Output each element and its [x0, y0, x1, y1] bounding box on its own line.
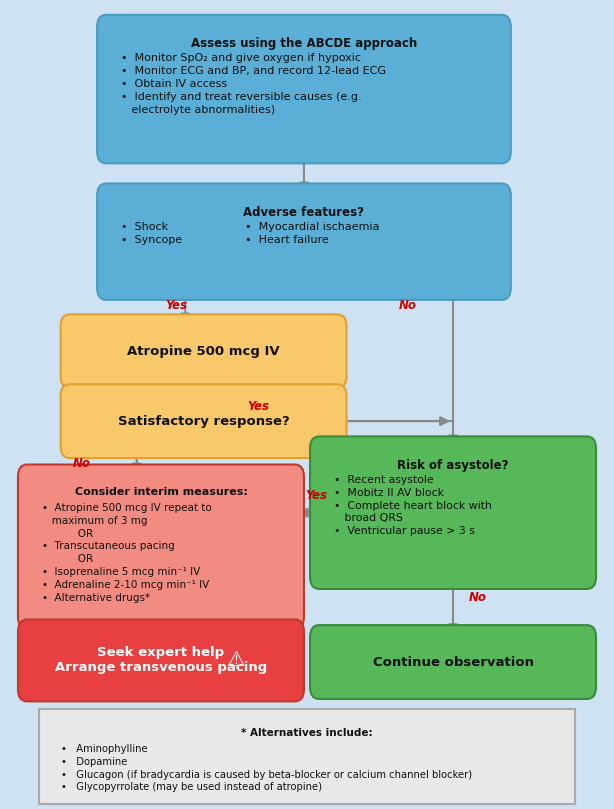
Text: Adverse features?: Adverse features? — [244, 206, 365, 219]
Text: Yes: Yes — [165, 299, 187, 312]
FancyBboxPatch shape — [61, 384, 346, 458]
FancyBboxPatch shape — [18, 464, 304, 629]
FancyBboxPatch shape — [97, 184, 511, 300]
Text: * Alternatives include:: * Alternatives include: — [241, 728, 373, 738]
FancyBboxPatch shape — [39, 709, 575, 804]
Text: Atropine 500 mcg IV: Atropine 500 mcg IV — [127, 345, 280, 358]
Text: •   Aminophylline
•   Dopamine
•   Glucagon (if bradycardia is caused by beta-bl: • Aminophylline • Dopamine • Glucagon (i… — [61, 744, 472, 792]
Text: •  Atropine 500 mcg IV repeat to
   maximum of 3 mg
           OR
•  Transcutane: • Atropine 500 mcg IV repeat to maximum … — [42, 503, 212, 603]
Text: No: No — [398, 299, 416, 312]
FancyBboxPatch shape — [310, 625, 596, 699]
FancyBboxPatch shape — [310, 436, 596, 589]
Text: Continue observation: Continue observation — [373, 655, 534, 668]
Text: •  Shock                      •  Myocardial ischaemia
•  Syncope                : • Shock • Myocardial ischaemia • Syncope — [122, 222, 380, 245]
Text: Satisfactory response?: Satisfactory response? — [118, 415, 289, 428]
Text: Consider interim measures:: Consider interim measures: — [74, 487, 247, 497]
Text: Assess using the ABCDE approach: Assess using the ABCDE approach — [191, 37, 417, 50]
FancyBboxPatch shape — [18, 620, 304, 701]
FancyBboxPatch shape — [61, 315, 346, 388]
Text: No: No — [73, 457, 91, 470]
Text: •  Recent asystole
•  Mobitz II AV block
•  Complete heart block with
   broad Q: • Recent asystole • Mobitz II AV block •… — [335, 475, 492, 536]
Text: Yes: Yes — [305, 489, 327, 502]
Text: Yes: Yes — [247, 400, 270, 413]
Text: Seek expert help
Arrange transvenous pacing: Seek expert help Arrange transvenous pac… — [55, 646, 267, 675]
Text: Risk of asystole?: Risk of asystole? — [397, 459, 509, 472]
Text: •  Monitor SpO₂ and give oxygen if hypoxic
•  Monitor ECG and BP, and record 12-: • Monitor SpO₂ and give oxygen if hypoxi… — [122, 53, 386, 115]
FancyBboxPatch shape — [97, 15, 511, 163]
Text: No: No — [468, 591, 486, 604]
Text: ⚠: ⚠ — [227, 650, 246, 671]
